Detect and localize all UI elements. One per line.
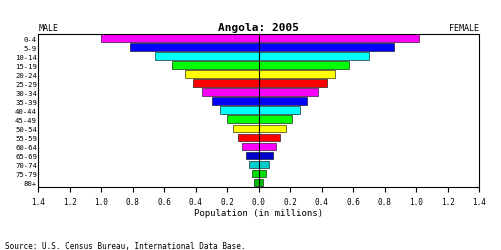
Bar (259, 161, 270, 168)
Bar (193, 80, 259, 88)
Bar (212, 98, 259, 106)
Bar (259, 143, 277, 150)
Text: FEMALE: FEMALE (449, 24, 479, 33)
Bar (242, 143, 259, 150)
Bar (172, 62, 259, 70)
Bar (255, 179, 259, 186)
Bar (227, 116, 259, 124)
Bar (101, 35, 259, 43)
Title: Angola: 2005: Angola: 2005 (218, 22, 299, 32)
Bar (259, 62, 349, 70)
Bar (202, 89, 259, 97)
Bar (259, 179, 264, 186)
Bar (130, 44, 259, 52)
Bar (219, 107, 259, 115)
Bar (155, 53, 259, 61)
Bar (233, 125, 259, 133)
Bar (259, 53, 369, 61)
Bar (259, 125, 286, 133)
X-axis label: Population (in millions): Population (in millions) (194, 208, 323, 218)
Bar (259, 134, 281, 141)
Bar (248, 161, 259, 168)
Bar (238, 134, 259, 141)
Bar (185, 71, 259, 79)
Bar (245, 152, 259, 160)
Text: MALE: MALE (38, 24, 58, 33)
Bar (259, 170, 266, 177)
Bar (259, 35, 419, 43)
Bar (252, 170, 259, 177)
Bar (259, 152, 273, 160)
Bar (259, 89, 318, 97)
Bar (259, 107, 301, 115)
Bar (259, 116, 292, 124)
Bar (259, 71, 336, 79)
Text: Source: U.S. Census Bureau, International Data Base.: Source: U.S. Census Bureau, Internationa… (5, 241, 245, 250)
Bar (259, 44, 394, 52)
Bar (259, 98, 308, 106)
Bar (259, 80, 327, 88)
